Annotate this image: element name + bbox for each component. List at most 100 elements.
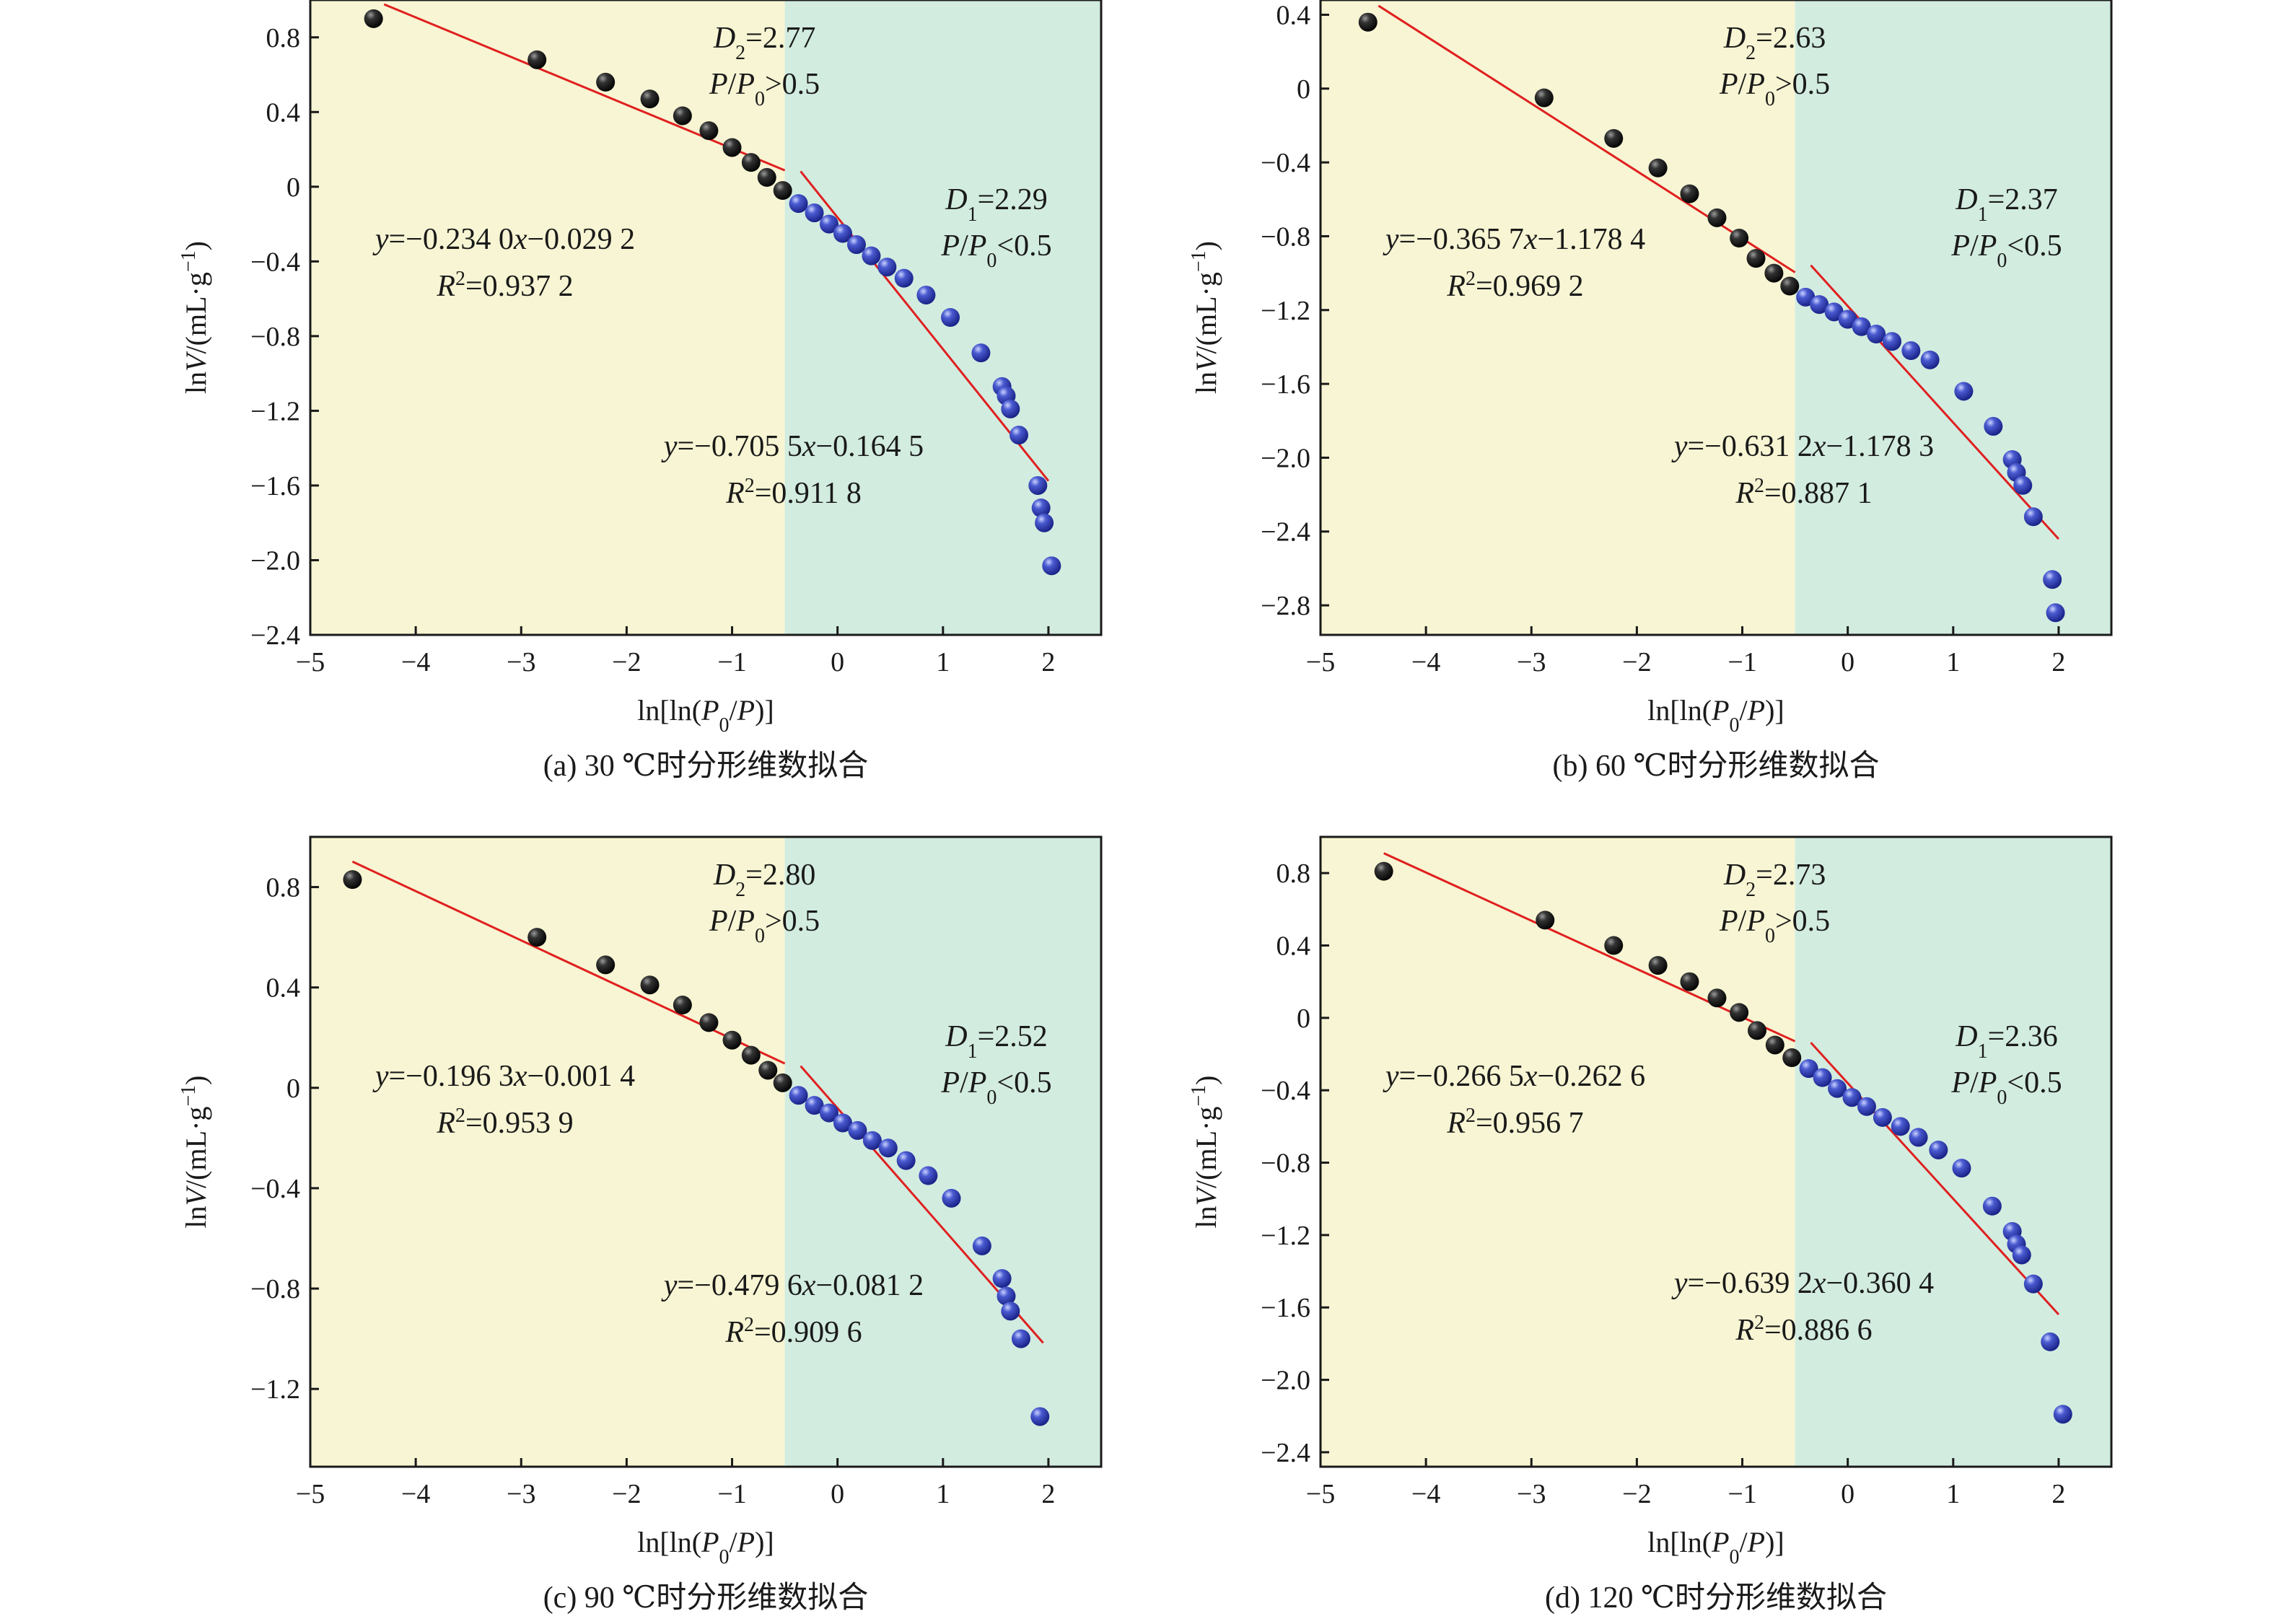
chart-panel-b: −5 −4 −3 −2 −1 0 1 2 0.4 0 −0.4 −0.8 −1.2 −1.6 −2.0 −2.… [1188,0,2113,783]
data-point [2023,507,2043,527]
d2-condition: P/P0>0.5 [1719,68,1830,110]
y-tick-label: 0.4 [266,973,301,1004]
data-point [1883,332,1902,351]
data-point [894,268,914,288]
d2-condition: P/P0>0.5 [1719,905,1830,947]
fit-line-2 [1810,1042,2060,1315]
region-high-pressure [310,0,785,635]
data-point [1780,276,1800,296]
y-axis-title: lnV/(mL·g−1) [178,1076,213,1229]
data-point [722,1030,742,1050]
fit-line-2 [800,170,1050,482]
data-point [819,214,838,234]
data-point [1747,1021,1766,1040]
data-point [877,258,897,277]
data-point [364,9,383,28]
data-point [896,1151,916,1170]
y-tick-label: −0.4 [1261,1076,1310,1106]
chart-panel-d: −5 −4 −3 −2 −1 0 1 2 0.8 0.4 0 −0.4 −0.8 −1.2 −1.6 −2.0… [1188,835,2113,1615]
data-point [2053,1405,2072,1424]
data-point [1901,341,1921,361]
y-tick-label: −2.4 [1261,1438,1310,1468]
data-point [1796,287,1816,307]
x-tick-label: −3 [507,647,535,677]
fit-r2-1: R2=0.969 2 [1446,268,1583,304]
y-tick-label: 0 [286,172,300,203]
y-tick-label: −0.4 [1261,148,1310,178]
fit-r2-1: R2=0.953 9 [436,1105,573,1141]
data-point [941,308,960,327]
x-tick-label: 1 [936,1479,950,1509]
x-tick-label: 0 [1841,647,1854,677]
data-point [1010,426,1029,445]
data-point [596,72,616,92]
y-tick-label: −1.2 [250,1374,300,1405]
data-point [1799,1059,1818,1079]
y-tick-label: 0 [1297,1004,1310,1034]
data-point [1604,128,1624,148]
y-tick-label: 0.8 [1276,859,1311,889]
data-point [1707,208,1727,227]
y-axis-title: lnV/(mL·g−1) [1188,241,1223,394]
data-point [699,121,719,141]
data-point [2043,570,2062,589]
y-tick-label: −0.8 [250,322,300,352]
data-point [833,224,852,243]
data-point [862,246,881,265]
region-high-pressure [1321,837,1795,1467]
data-point [1030,1407,1050,1426]
y-tick-label: −1.2 [250,396,300,426]
panel-caption: (c) 90 ℃时分形维数拟合 [543,1581,869,1615]
x-tick-label: −4 [1411,1479,1440,1509]
y-tick-label: 0 [286,1074,300,1104]
plot-frame [1319,0,2113,636]
d1-condition: P/P0<0.5 [1950,229,2062,272]
data-point [1765,1035,1784,1055]
fit-r2-2: R2=0.909 6 [724,1314,862,1350]
fit-r2-1: R2=0.956 7 [1446,1105,1583,1141]
fit-r2-2: R2=0.886 6 [1735,1312,1872,1348]
data-point [741,153,761,172]
data-point [1648,956,1668,975]
data-point [878,1138,898,1158]
y-tick-label: −1.2 [1261,296,1310,326]
fit-equation-1: y=−0.266 5x−0.262 6 [1383,1060,1645,1093]
data-point [2046,603,2065,623]
data-point [1534,88,1554,107]
data-point [1011,1329,1030,1348]
data-point [741,1045,761,1065]
y-axis-title: lnV/(mL·g−1) [178,241,213,394]
data-point [2013,475,2033,495]
data-point [919,1166,938,1185]
panel-caption: (b) 60 ℃时分形维数拟合 [1553,750,1880,783]
data-point [1952,1159,1971,1178]
x-tick-label: −3 [507,1479,535,1509]
data-point [789,194,808,214]
y-tick-label: −0.8 [250,1274,300,1304]
y-tick-label: −1.2 [1261,1221,1310,1251]
y-tick-label: 0.4 [1276,931,1311,962]
panel-caption: (a) 30 ℃时分形维数拟合 [543,750,869,783]
x-tick-label: −3 [1517,647,1546,677]
y-tick-label: 0.8 [266,23,301,53]
data-point [972,1236,991,1255]
d2-label: D2=2.80 [713,859,816,901]
d1-condition: P/P0<0.5 [940,1066,1051,1109]
x-tick-label: 1 [1946,1479,1960,1509]
data-point [1920,350,1940,369]
x-tick-label: 2 [2051,647,2065,677]
x-tick-label: 1 [936,647,950,677]
data-point [673,106,692,126]
data-point [1764,263,1784,283]
data-point [1042,556,1061,576]
fit-r2-2: R2=0.911 8 [725,475,862,511]
x-tick-label: −1 [1727,1479,1756,1509]
data-point [673,996,692,1015]
data-point [1929,1140,1948,1159]
data-point [722,138,742,157]
data-point [862,1131,882,1150]
x-axis-title: ln[ln(P0/P)] [637,1526,774,1568]
chart-panel-a: −5 −4 −3 −2 −1 0 1 2 0.8 0.4 0 −0.4 −0.8 −1.2 −1.6 −2.0… [178,0,1103,783]
fit-line-2 [1810,264,2060,540]
